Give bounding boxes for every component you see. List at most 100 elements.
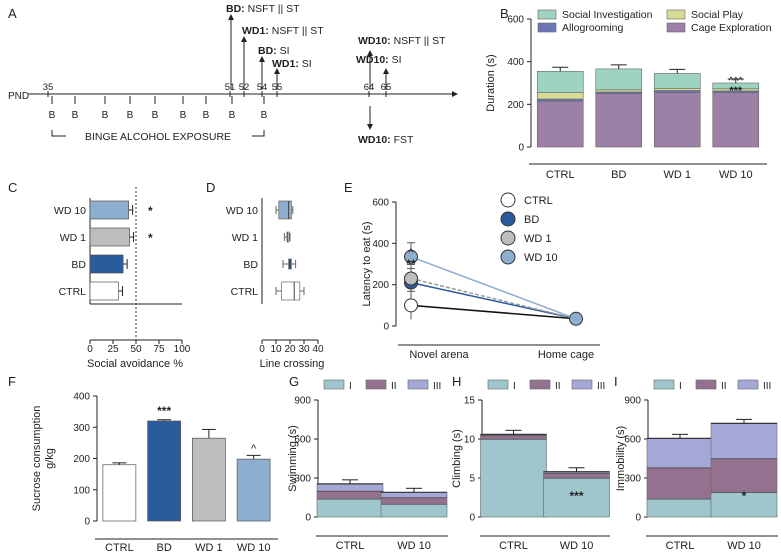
legend-swatch bbox=[487, 379, 509, 390]
legend-label: II bbox=[555, 381, 561, 392]
data-point bbox=[404, 271, 418, 286]
legend-label: Social Play bbox=[691, 9, 744, 21]
x-tick-label: Home cage bbox=[538, 349, 594, 361]
x-tick-label: CTRL bbox=[546, 169, 575, 181]
y-axis-label: Latency to eat (s) bbox=[361, 222, 373, 307]
legend-marker bbox=[500, 211, 516, 227]
y-tick-label: 300 bbox=[294, 474, 311, 485]
legend-label: I bbox=[513, 381, 516, 392]
legend-label: III bbox=[433, 381, 441, 392]
legend-swatch bbox=[537, 22, 557, 33]
y-tick-label: 900 bbox=[294, 396, 311, 407]
legend-label: I bbox=[679, 381, 682, 392]
stacked-bar-segment bbox=[710, 423, 778, 459]
y-tick-label: 300 bbox=[73, 423, 90, 434]
bar bbox=[192, 437, 226, 522]
event-arrow-head bbox=[367, 124, 373, 130]
data-point bbox=[404, 249, 418, 264]
panel-letter: I bbox=[614, 374, 618, 389]
panel-letter: H bbox=[452, 374, 461, 389]
event-label: WD1: SI bbox=[272, 58, 312, 70]
legend-swatch bbox=[529, 379, 551, 390]
bar bbox=[236, 458, 271, 522]
y-tick-label: 0 bbox=[84, 517, 90, 528]
legend-swatch bbox=[407, 379, 429, 390]
significance-marker: *** bbox=[569, 489, 583, 503]
binge-marker: B bbox=[261, 110, 268, 121]
significance-marker: ^ bbox=[251, 443, 257, 455]
stacked-bar-segment bbox=[380, 503, 448, 518]
timeline-tick-label: 35 bbox=[43, 82, 54, 93]
y-tick-label: WD 1 bbox=[60, 232, 86, 244]
y-axis-label: Swimming (s) bbox=[287, 425, 299, 492]
data-point bbox=[569, 311, 583, 326]
y-tick-label: 300 bbox=[624, 474, 641, 485]
stacked-bar-segment bbox=[536, 98, 584, 102]
y-axis-label: Immobility (s) bbox=[615, 426, 627, 491]
x-tick-label: Novel arena bbox=[409, 349, 469, 361]
x-tick-label: WD 10 bbox=[727, 540, 761, 552]
y-tick-label: 0 bbox=[635, 513, 641, 524]
panel-letter: D bbox=[206, 180, 215, 195]
legend-label: Cage Exploration bbox=[691, 22, 772, 34]
stacked-bar-segment bbox=[543, 473, 610, 479]
x-tick-label: 30 bbox=[298, 344, 310, 355]
stacked-bar-segment bbox=[653, 88, 701, 91]
stacked-bar-segment bbox=[380, 497, 448, 505]
y-tick-label: 200 bbox=[73, 454, 90, 465]
legend-label: II bbox=[721, 381, 727, 392]
legend-label: III bbox=[597, 381, 605, 392]
significance-marker: ^ bbox=[408, 247, 414, 259]
box bbox=[278, 200, 292, 220]
box bbox=[281, 281, 301, 301]
y-tick-label: 400 bbox=[372, 239, 389, 250]
legend-swatch bbox=[365, 379, 387, 390]
stacked-bar-segment bbox=[595, 93, 643, 148]
legend-label: WD 1 bbox=[524, 233, 552, 245]
y-tick-label: 600 bbox=[507, 15, 524, 26]
event-label: WD10: FST bbox=[358, 134, 414, 146]
x-tick-label: 40 bbox=[312, 344, 324, 355]
binge-marker: B bbox=[102, 110, 109, 121]
series-line bbox=[410, 277, 577, 320]
x-tick-label: 20 bbox=[284, 344, 296, 355]
y-tick-label: CTRL bbox=[231, 286, 259, 298]
x-tick-label: WD 10 bbox=[397, 540, 431, 552]
y-tick-label: 15 bbox=[464, 396, 476, 407]
panel-letter: F bbox=[8, 374, 16, 389]
x-axis-label: Line crossing bbox=[260, 358, 325, 370]
y-tick-label: 100 bbox=[73, 485, 90, 496]
x-tick-label: WD 1 bbox=[195, 542, 223, 554]
x-tick-label: 25 bbox=[107, 344, 119, 355]
series-line bbox=[410, 304, 577, 320]
legend-label: Social Investigation bbox=[562, 9, 653, 21]
bar bbox=[102, 464, 137, 522]
y-axis-label: Duration (s) bbox=[485, 54, 497, 111]
panel-letter: A bbox=[8, 6, 17, 21]
stacked-bar-segment bbox=[480, 438, 547, 518]
binge-marker: B bbox=[229, 110, 236, 121]
legend-label: II bbox=[391, 381, 397, 392]
binge-marker: B bbox=[203, 110, 210, 121]
timeline-arrow-head bbox=[452, 91, 458, 97]
x-tick-label: WD 10 bbox=[560, 540, 594, 552]
event-arrow-head bbox=[241, 36, 247, 42]
stacked-bar-segment bbox=[543, 477, 610, 518]
event-arrow-head bbox=[274, 68, 280, 74]
binge-marker: B bbox=[49, 110, 56, 121]
legend-label: I bbox=[349, 381, 352, 392]
stacked-bar-segment bbox=[712, 92, 760, 148]
y-tick-label: 200 bbox=[372, 280, 389, 291]
panel-letter: C bbox=[8, 180, 17, 195]
stacked-bar-segment bbox=[710, 491, 778, 518]
panel-f-chart: F 0 100 200 300 400 CTRL BD WD 1 WD 10 Sucrose con… bbox=[8, 374, 278, 554]
stacked-bar-segment bbox=[710, 458, 778, 493]
y-tick-label: 400 bbox=[73, 392, 90, 403]
legend-label: BD bbox=[524, 214, 539, 226]
event-label: WD10: SI bbox=[356, 54, 402, 66]
event-arrow-head bbox=[367, 50, 373, 56]
y-axis-label: Sucrose consumptiong/kg bbox=[31, 406, 56, 512]
y-tick-label: 0 bbox=[518, 143, 524, 154]
stacked-bar-segment bbox=[653, 90, 701, 93]
